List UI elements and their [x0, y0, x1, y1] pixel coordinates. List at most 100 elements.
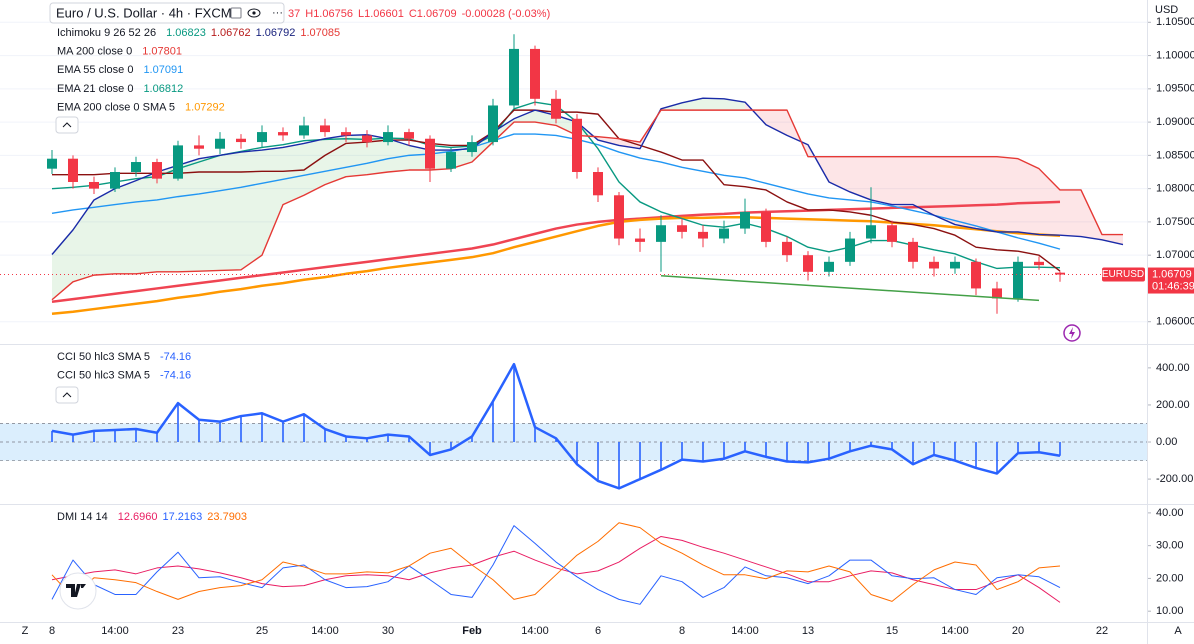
x-tick-label: 13	[802, 625, 814, 637]
candle-body	[404, 132, 414, 139]
candle-body	[593, 172, 603, 196]
y-tick-label: 20.00	[1156, 572, 1184, 584]
candle-body	[194, 145, 204, 149]
series-line	[51, 525, 1061, 605]
x-tick-label: 14:00	[731, 625, 759, 637]
candle-body	[740, 211, 750, 229]
x-tick-label: 23	[172, 625, 184, 637]
series-line	[51, 109, 1123, 301]
cloud-segment	[262, 147, 283, 256]
series-line	[51, 97, 1124, 255]
x-tick-label: 14:00	[101, 625, 129, 637]
candle-body	[215, 138, 225, 149]
candle-body	[719, 228, 729, 239]
more-icon[interactable]: ···	[272, 7, 283, 19]
x-tick-label: 22	[1096, 625, 1108, 637]
y-tick-label: 400.00	[1156, 362, 1190, 374]
cloud-segment	[1060, 189, 1081, 237]
y-tick-label: 1.06000	[1156, 316, 1194, 328]
y-tick-label: 1.10500	[1156, 16, 1194, 28]
currency-label[interactable]: USD	[1155, 4, 1178, 16]
cloud-segment	[52, 229, 73, 300]
legend-label: EMA 21 close 0	[57, 83, 133, 95]
cloud-segment	[283, 143, 304, 205]
candle-body	[887, 225, 897, 242]
legend-label: EMA 200 close 0 SMA 5	[57, 101, 175, 113]
cloud-segment	[115, 180, 136, 274]
cloud-segment	[1018, 158, 1039, 235]
series-line	[51, 535, 1061, 603]
legend-entry: EMA 55 close 0 1.07091	[57, 64, 183, 76]
y-tick-label: 1.08500	[1156, 149, 1194, 161]
legend-label: Ichimoku 9 26 52 26	[57, 27, 156, 39]
candle-body	[425, 138, 435, 169]
collapse-button[interactable]	[55, 386, 79, 404]
zoom-button[interactable]: Z	[22, 625, 29, 637]
symbol-title: Euro / U.S. Dollar · 4h · FXCM	[56, 5, 232, 20]
candle-body	[866, 225, 876, 239]
cloud-segment	[73, 199, 94, 282]
x-tick-label: 25	[256, 625, 268, 637]
legend-entry: MA 200 close 0 1.07801	[57, 46, 182, 58]
auto-button[interactable]: A	[1174, 625, 1182, 637]
price-tag-countdown: 01:46:39	[1152, 280, 1194, 292]
cloud-segment	[871, 156, 892, 205]
legend-label: CCI 50 hlc3 SMA 5	[57, 370, 150, 382]
cloud-segment	[304, 138, 325, 196]
trendline	[660, 275, 1040, 302]
legend-value: 12.6960	[118, 511, 158, 523]
y-tick-label: 40.00	[1156, 507, 1184, 519]
hide-icon[interactable]	[230, 7, 242, 19]
y-tick-label: 1.09500	[1156, 83, 1194, 95]
collapse-button[interactable]	[55, 116, 79, 134]
cloud-segment	[976, 156, 997, 232]
legend-entry: Ichimoku 9 26 52 26 1.06823 1.06762 1.06792…	[57, 27, 340, 39]
candle-body	[1013, 261, 1023, 299]
x-tick-label: 6	[595, 625, 601, 637]
ohlc-readout: 37 H1.06756 L1.06601 C1.06709 -0.00028 (-0.0…	[288, 8, 550, 20]
ohlc-item: C1.06709	[409, 8, 457, 20]
legend-value: -74.16	[160, 370, 191, 382]
legend-value: 1.06812	[143, 83, 183, 95]
candle-body	[488, 105, 498, 143]
legend-entry: CCI 50 hlc3 SMA 5 -74.16	[57, 351, 191, 363]
candle-body	[698, 231, 708, 239]
candle-body	[950, 261, 960, 269]
y-tick-label: 200.00	[1156, 399, 1190, 411]
legend-entry: EMA 200 close 0 SMA 5 1.07292	[57, 101, 225, 113]
cloud-segment	[325, 135, 346, 185]
x-tick-label: 30	[382, 625, 394, 637]
legend-label: EMA 55 close 0	[57, 64, 133, 76]
cloud-segment	[409, 145, 430, 171]
candle-body	[278, 132, 288, 136]
cloud-segment	[829, 156, 850, 192]
x-tick-label: 8	[49, 625, 55, 637]
y-tick-label: 1.08000	[1156, 183, 1194, 195]
candle-body	[383, 132, 393, 143]
series-line	[51, 522, 1061, 602]
price-tag-value: 1.06709	[1152, 268, 1192, 280]
plot-layer: 8 14:00 23 25 14:00 30 Feb 14:00 6 8 14:00 13 15 14:0…	[0, 16, 1194, 637]
legend-value: 23.7903	[207, 511, 247, 523]
candle-body	[1055, 272, 1065, 275]
candle-body	[572, 118, 582, 173]
x-tick-label: 8	[679, 625, 685, 637]
cloud-segment	[682, 98, 703, 111]
candle-body	[782, 241, 792, 256]
candle-body	[614, 195, 624, 239]
candle-body	[824, 261, 834, 272]
x-tick-label: 14:00	[521, 625, 549, 637]
candle-body	[971, 261, 981, 289]
candle-body	[362, 135, 372, 143]
x-tick-label: 15	[886, 625, 898, 637]
cloud-segment	[94, 188, 115, 276]
eye-icon[interactable]	[247, 8, 261, 18]
cloud-segment	[388, 138, 409, 173]
legend-value: 1.07085	[300, 27, 340, 39]
symbol-box[interactable]	[49, 2, 285, 24]
collapse-icon	[62, 392, 72, 398]
candle-body	[803, 255, 813, 272]
candle-body	[89, 181, 99, 189]
cloud-segment	[367, 134, 388, 175]
candle-body	[152, 162, 162, 179]
